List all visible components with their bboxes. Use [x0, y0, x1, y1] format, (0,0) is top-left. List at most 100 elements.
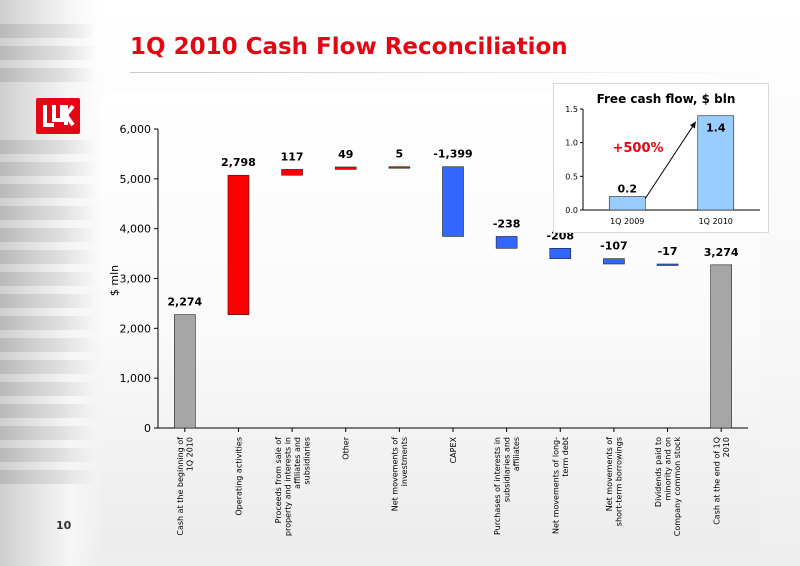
x-tick-label: CAPEX: [449, 436, 458, 463]
y-tick-label: 4,000: [120, 223, 152, 236]
stripe: [0, 24, 96, 38]
waterfall-bar: [227, 174, 250, 315]
x-tick-label-line: Operating activities: [234, 437, 243, 516]
x-tick-label-line: Cash at the beginning of: [176, 437, 185, 536]
data-label: 5: [396, 148, 404, 161]
waterfall-bar: [549, 248, 572, 259]
stripe: [0, 338, 96, 352]
data-label: -238: [493, 217, 521, 230]
inset-y-tick-label: 1.0: [565, 139, 578, 148]
inset-bar: [608, 196, 646, 211]
x-tick-label-line: property and interests in: [283, 437, 292, 536]
x-tick-label: Net movements ofshort-term borrowings: [605, 437, 624, 526]
x-tick-label: Proceeds from sale ofproperty and intere…: [274, 437, 312, 536]
x-tick-label-line: affiliates: [512, 437, 521, 471]
logo-mark-icon: [43, 104, 75, 127]
x-tick-label-line: Net movements of: [605, 437, 614, 511]
stripe: [0, 272, 96, 286]
x-tick-label-line: Dividends paid to: [654, 437, 663, 507]
stripe: [0, 46, 96, 60]
waterfall-bar: [603, 258, 625, 265]
x-tick-label-line: Net movements of: [391, 437, 400, 511]
stripe: [0, 162, 96, 176]
x-tick-label: Cash at the beginning of1Q 2010: [176, 437, 195, 536]
stripe: [0, 68, 96, 82]
x-tick-label-line: subsidiaries: [302, 437, 311, 485]
inset-bar: [697, 115, 735, 211]
x-tick-label-line: subsidiaries and: [503, 437, 512, 502]
title-divider: [130, 72, 770, 73]
inset-title: Free cash flow, $ bln: [597, 92, 736, 106]
stripe: [0, 228, 96, 242]
y-tick-label: 6,000: [120, 123, 152, 136]
stripe: [0, 448, 96, 462]
inset-y-tick-label: 0.0: [565, 206, 578, 215]
growth-annotation: +500%: [612, 141, 663, 156]
inset-data-label: 1.4: [706, 122, 726, 135]
data-label: 2,798: [221, 156, 256, 169]
x-tick-label: Purchases of interests insubsidiaries an…: [493, 437, 521, 535]
growth-arrow-line: [644, 121, 697, 199]
left-stripes: [0, 0, 100, 566]
stripe: [0, 382, 96, 396]
data-label: -17: [658, 245, 678, 258]
stripe: [0, 360, 96, 374]
stripe: [0, 316, 96, 330]
y-tick-label: 0: [144, 422, 151, 435]
free-cash-flow-inset: Free cash flow, $ bln 0.0 0.5 1.0 1.5 0.2 1Q 2…: [553, 83, 769, 233]
x-tick-label-line: investments: [400, 437, 409, 486]
y-tick-label: 3,000: [120, 273, 152, 286]
y-tick-label: 2,000: [120, 322, 152, 335]
x-tick-label-line: 1Q 2010: [186, 437, 195, 471]
x-tick-label: Other: [342, 436, 351, 459]
x-tick-label-line: term debt: [561, 437, 570, 477]
free-cash-flow-chart: Free cash flow, $ bln 0.0 0.5 1.0 1.5 0.2 1Q 2…: [565, 92, 760, 226]
stripe: [0, 426, 96, 440]
x-tick-label-line: Proceeds from sale of: [274, 437, 283, 524]
y-axis-label: $ mln: [108, 265, 121, 296]
x-tick-label-line: minority and on: [664, 437, 673, 500]
inset-y-tick-label: 0.5: [565, 172, 578, 181]
inset-data-label: 0.2: [618, 183, 638, 196]
x-tick-label-line: CAPEX: [449, 436, 458, 463]
stripe: [0, 250, 96, 264]
x-tick-label-line: short-term borrowings: [615, 437, 624, 526]
stripe: [0, 206, 96, 220]
stripe: [0, 140, 96, 154]
stripe: [0, 294, 96, 308]
inset-y-tick-label: 1.5: [565, 105, 578, 114]
waterfall-bar: [656, 263, 679, 266]
stripe: [0, 470, 96, 484]
x-tick-label: Net movements of long-term debt: [552, 437, 571, 534]
x-tick-label: Net movements ofinvestments: [391, 437, 410, 511]
company-logo: [36, 98, 80, 134]
y-tick-label: 1,000: [120, 372, 152, 385]
x-tick-label-line: Cash at the end of 1Q: [712, 437, 721, 525]
waterfall-bar: [174, 314, 196, 429]
x-tick-label-line: Company common stock: [673, 437, 682, 537]
data-label: 117: [281, 150, 304, 163]
x-tick-label: Operating activities: [234, 437, 243, 516]
data-label: -107: [600, 240, 628, 253]
data-label: 49: [338, 148, 353, 161]
x-tick-label: Dividends paid tominority and onCompany …: [654, 437, 682, 537]
waterfall-bar: [388, 166, 411, 169]
waterfall-bar: [334, 166, 357, 170]
x-tick-label-line: Other: [342, 436, 351, 459]
x-tick-label-line: Purchases of interests in: [493, 437, 502, 535]
y-tick-label: 5,000: [120, 173, 152, 186]
waterfall-bar: [495, 236, 518, 249]
data-label: -1,399: [433, 148, 472, 161]
stripe: [0, 404, 96, 418]
inset-x-tick-label: 1Q 2009: [610, 217, 644, 226]
page-title: 1Q 2010 Cash Flow Reconciliation: [130, 34, 568, 60]
waterfall-bar: [442, 166, 464, 237]
growth-arrow-head-icon: [689, 121, 696, 129]
x-tick-label: Cash at the end of 1Q2010: [712, 437, 731, 525]
x-tick-label-line: 2010: [722, 437, 731, 457]
inset-x-tick-label: 1Q 2010: [699, 217, 733, 226]
x-tick-label-line: affiliates and: [293, 437, 302, 489]
data-label: 2,274: [167, 296, 202, 309]
x-tick-label-line: Net movements of long-: [552, 437, 561, 534]
